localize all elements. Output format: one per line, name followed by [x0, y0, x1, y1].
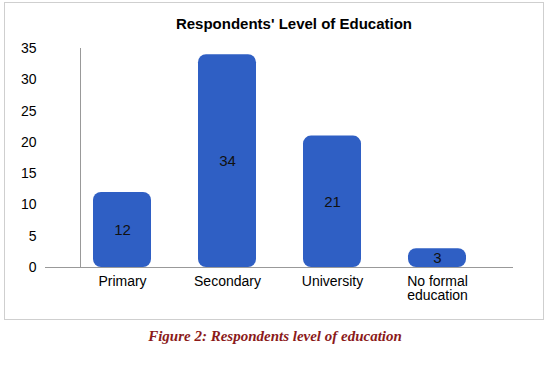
- html-text:Figure 2: Respondents level of: Figure 2: Respondents level of education: [148, 328, 402, 344]
- svg-text:3: 3: [433, 249, 441, 266]
- svg-text:34: 34: [219, 152, 236, 169]
- svg-text:12: 12: [114, 221, 131, 238]
- svg-text:15: 15: [21, 165, 37, 181]
- svg-text:20: 20: [21, 134, 37, 150]
- html-text:Respondents' Level of Educatio: Respondents' Level of Education: [175, 15, 412, 32]
- svg-text:35: 35: [21, 40, 37, 56]
- svg-text:University: University: [302, 273, 363, 289]
- svg-text:Secondary: Secondary: [194, 273, 261, 289]
- svg-text:Primary: Primary: [98, 273, 146, 289]
- svg-text:0: 0: [29, 259, 37, 275]
- svg-text:21: 21: [324, 193, 341, 210]
- svg-text:25: 25: [21, 103, 37, 119]
- svg-text:No formaleducation: No formaleducation: [407, 273, 468, 303]
- svg-text:10: 10: [21, 196, 37, 212]
- svg-text:30: 30: [21, 71, 37, 87]
- svg-text:5: 5: [29, 228, 37, 244]
